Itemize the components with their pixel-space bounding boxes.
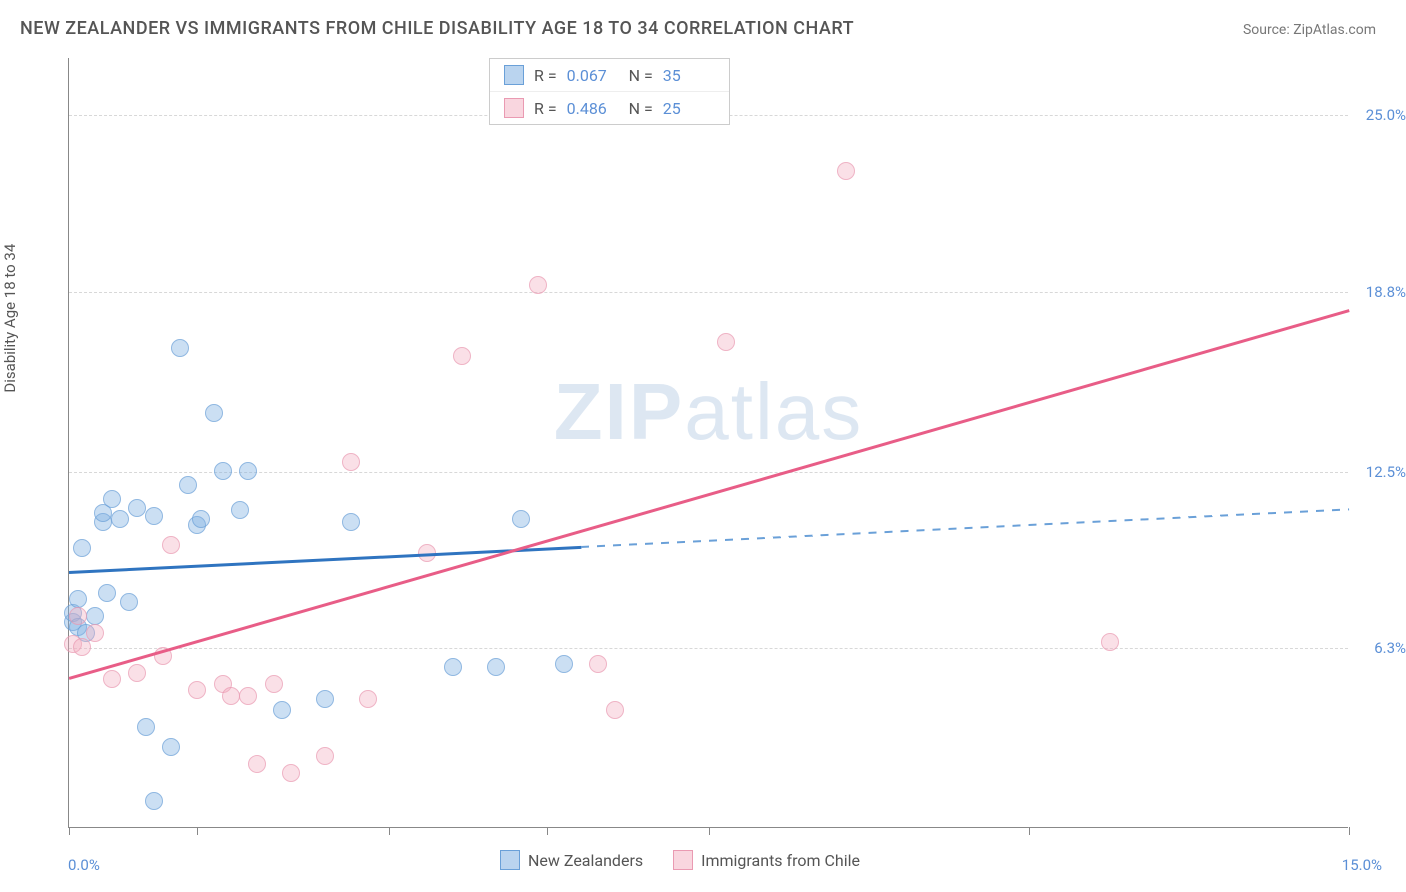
data-point: [606, 701, 624, 719]
source-label: Source: ZipAtlas.com: [1243, 22, 1376, 38]
x-tick: [709, 827, 710, 835]
data-point: [73, 638, 91, 656]
data-point: [128, 664, 146, 682]
data-point: [265, 675, 283, 693]
x-axis-min-label: 0.0%: [68, 856, 100, 874]
y-tick-label: 6.3%: [1374, 639, 1406, 657]
data-point: [316, 747, 334, 765]
data-point: [837, 162, 855, 180]
data-point: [192, 510, 210, 528]
chart-container: Disability Age 18 to 34 ZIPatlas R =0.06…: [20, 48, 1386, 868]
n-label: N =: [629, 66, 653, 85]
legend-item: Immigrants from Chile: [673, 850, 860, 870]
data-point: [128, 499, 146, 517]
n-label: N =: [629, 99, 653, 118]
y-tick-label: 25.0%: [1366, 106, 1406, 124]
legend-label: Immigrants from Chile: [701, 851, 860, 870]
plot-area: ZIPatlas R =0.067N =35R =0.486N =25 6.3%…: [68, 58, 1348, 828]
trend-line: [581, 509, 1349, 549]
data-point: [342, 513, 360, 531]
gridline: [69, 472, 1348, 473]
x-tick: [1029, 827, 1030, 835]
data-point: [231, 501, 249, 519]
data-point: [342, 453, 360, 471]
n-value: 35: [663, 66, 715, 85]
watermark: ZIPatlas: [554, 366, 863, 458]
trend-line: [69, 309, 1350, 679]
data-point: [273, 701, 291, 719]
legend-swatch: [500, 850, 520, 870]
legend-row: R = 0.067 N = 35: [490, 59, 729, 91]
data-point: [98, 584, 116, 602]
data-point: [86, 624, 104, 642]
data-point: [111, 510, 129, 528]
data-point: [162, 738, 180, 756]
legend-item: New Zealanders: [500, 850, 643, 870]
data-point: [162, 536, 180, 554]
x-tick: [389, 827, 390, 835]
data-point: [512, 510, 530, 528]
data-point: [69, 607, 87, 625]
legend-row: R = 0.486 N = 25: [490, 91, 729, 124]
data-point: [248, 755, 266, 773]
legend-label: New Zealanders: [528, 851, 643, 870]
r-value: 0.486: [567, 99, 619, 118]
data-point: [487, 658, 505, 676]
correlation-legend: R = 0.067 N = 35 R = 0.486 N = 25: [489, 58, 730, 125]
x-tick: [547, 827, 548, 835]
series-legend: New Zealanders Immigrants from Chile: [500, 850, 860, 870]
legend-swatch: [673, 850, 693, 870]
data-point: [282, 764, 300, 782]
data-point: [86, 607, 104, 625]
y-tick-label: 18.8%: [1366, 283, 1406, 301]
data-point: [717, 333, 735, 351]
data-point: [214, 462, 232, 480]
trend-line: [69, 546, 581, 574]
data-point: [103, 670, 121, 688]
legend-swatch: [504, 65, 524, 85]
gridline: [69, 292, 1348, 293]
data-point: [239, 687, 257, 705]
r-label: R =: [534, 66, 557, 85]
data-point: [444, 658, 462, 676]
data-point: [145, 507, 163, 525]
data-point: [316, 690, 334, 708]
gridline: [69, 648, 1348, 649]
r-value: 0.067: [567, 66, 619, 85]
data-point: [145, 792, 163, 810]
x-axis-max-label: 15.0%: [1342, 856, 1382, 874]
data-point: [137, 718, 155, 736]
y-tick-label: 12.5%: [1366, 463, 1406, 481]
data-point: [73, 539, 91, 557]
data-point: [453, 347, 471, 365]
data-point: [359, 690, 377, 708]
x-tick: [1349, 827, 1350, 835]
data-point: [171, 339, 189, 357]
data-point: [120, 593, 138, 611]
data-point: [529, 276, 547, 294]
data-point: [188, 681, 206, 699]
legend-swatch: [504, 98, 524, 118]
data-point: [222, 687, 240, 705]
chart-title: NEW ZEALANDER VS IMMIGRANTS FROM CHILE D…: [20, 18, 854, 39]
data-point: [589, 655, 607, 673]
data-point: [179, 476, 197, 494]
r-label: R =: [534, 99, 557, 118]
y-axis-label: Disability Age 18 to 34: [1, 244, 19, 393]
data-point: [69, 590, 87, 608]
data-point: [1101, 633, 1119, 651]
data-point: [205, 404, 223, 422]
n-value: 25: [663, 99, 715, 118]
x-tick: [69, 827, 70, 835]
data-point: [103, 490, 121, 508]
data-point: [239, 462, 257, 480]
data-point: [555, 655, 573, 673]
x-tick: [197, 827, 198, 835]
